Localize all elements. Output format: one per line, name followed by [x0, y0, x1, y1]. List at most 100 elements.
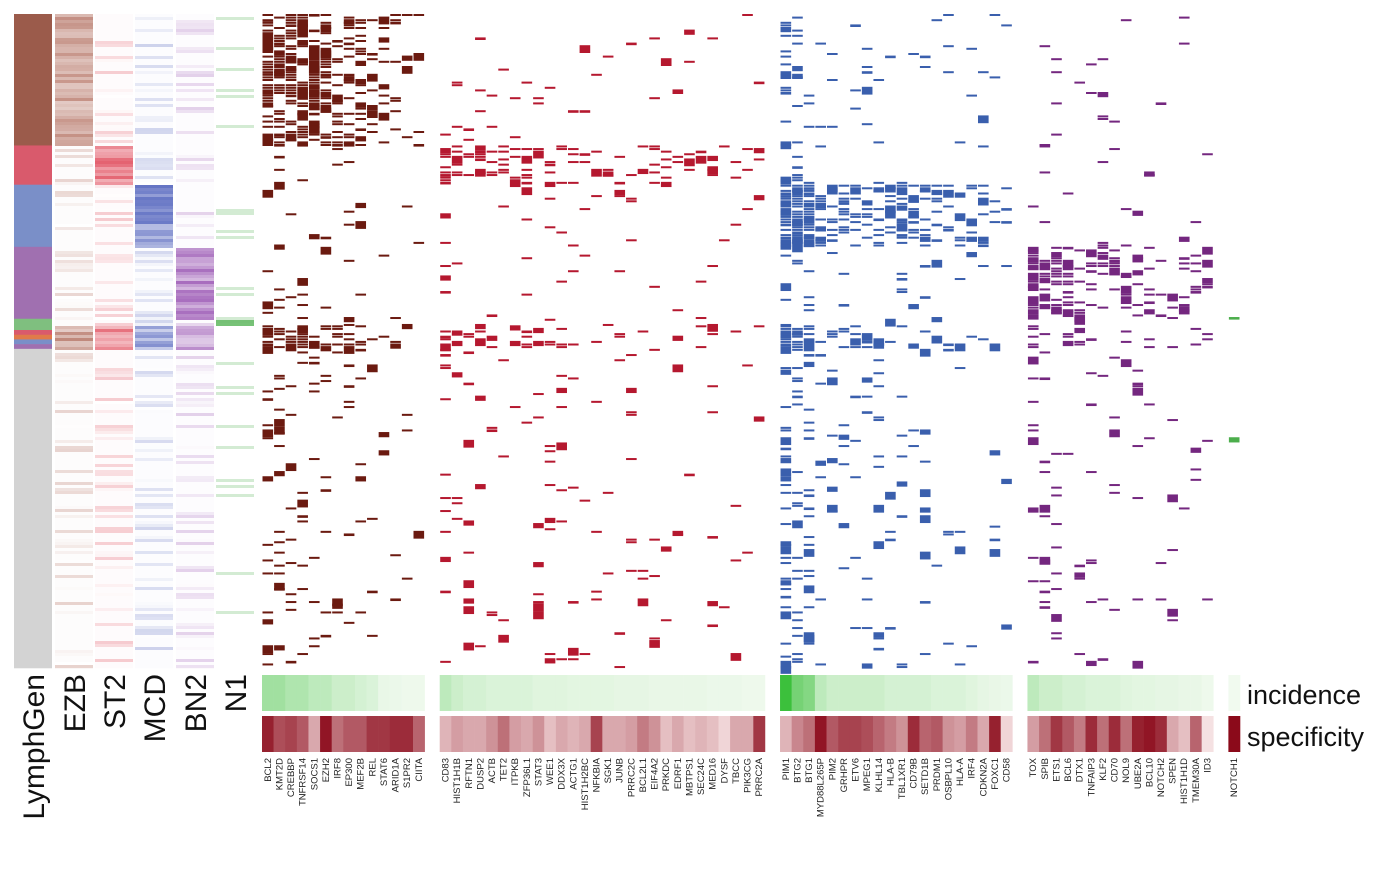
incidence-cell-myd88l265p: [814, 675, 827, 711]
mutation-grhpr: [838, 523, 850, 529]
score-ezb-stripe: [55, 197, 93, 201]
mutation-klf2: [1097, 262, 1109, 265]
mutation-bcl2: [262, 99, 274, 102]
mutation-rftn1: [463, 128, 475, 131]
mutation-tnfaip3: [1086, 471, 1097, 474]
mutation-cd83: [440, 590, 451, 594]
mutation-wee1: [544, 197, 556, 200]
mutation-mef2b: [355, 221, 367, 229]
score-bn2-stripe: [176, 485, 214, 489]
mutation-mef2b: [355, 47, 367, 50]
mutation-spib: [1039, 504, 1051, 513]
score-mcd-stripe: [135, 245, 173, 249]
mutation-dtx1: [1074, 653, 1086, 656]
score-ezb-stripe: [55, 278, 93, 282]
score-n1-stripe: [216, 527, 254, 531]
mutation-btg2: [792, 231, 803, 235]
mutation-klf2: [1097, 92, 1109, 98]
mutation-tmem30a: [1190, 343, 1202, 346]
score-n1-stripe: [216, 296, 254, 300]
score-n1-stripe: [216, 164, 254, 168]
mutation-btg2: [792, 569, 803, 572]
incidence-cell-irf8: [331, 675, 344, 711]
mutation-btg2: [792, 340, 803, 343]
mutation-stat3: [533, 611, 544, 620]
mutation-bcl2: [262, 653, 274, 656]
annotation-label-ezb: EZB: [59, 674, 92, 732]
score-bn2-stripe: [176, 218, 214, 222]
score-ezb-stripe: [55, 125, 93, 129]
gene-label-bcl6: BCL6: [1063, 758, 1074, 782]
mutation-btg1: [803, 340, 815, 343]
mutation-dtx1: [1074, 309, 1086, 312]
mutation-kmt2d: [274, 168, 285, 171]
score-n1-stripe: [216, 371, 254, 375]
gene-label-hla-a: HLA-A: [955, 757, 966, 786]
score-n1-stripe: [216, 65, 254, 69]
mutation-med16: [707, 174, 718, 177]
score-ezb-stripe: [55, 584, 93, 588]
mutation-eif4a2: [649, 285, 660, 288]
score-ezb-stripe: [55, 437, 93, 441]
score-st2-stripe: [95, 554, 133, 558]
mutation-spib: [1039, 293, 1051, 302]
score-n1-stripe: [216, 380, 254, 384]
gene-label-cdkn2a: CDKN2A: [978, 757, 989, 796]
score-bn2-stripe: [176, 377, 214, 381]
gene-label-bcl2l1: BCL2L1: [638, 758, 649, 792]
mutation-setd1b: [919, 515, 931, 524]
score-st2-stripe: [95, 74, 133, 78]
mutation-btg1: [803, 408, 815, 411]
score-mcd-stripe: [135, 446, 173, 450]
mutation-osbpl10: [943, 228, 954, 232]
score-n1-stripe: [216, 269, 254, 273]
mutation-klf2: [1097, 658, 1109, 661]
mutation-s1pr2: [401, 136, 413, 139]
mutation-crebbp: [285, 24, 297, 27]
specificity-cell-setd1b: [919, 716, 932, 752]
mutation-crebbp: [285, 99, 297, 102]
score-n1-stripe: [216, 455, 254, 459]
mutation-tox: [1027, 356, 1039, 365]
score-st2-stripe: [95, 635, 133, 639]
score-ezb-stripe: [55, 383, 93, 387]
score-n1-stripe: [216, 203, 254, 207]
score-bn2-stripe: [176, 68, 214, 72]
mutation-cd79b: [908, 445, 919, 448]
score-n1-stripe: [216, 206, 254, 210]
score-mcd-stripe: [135, 275, 173, 279]
score-mcd-stripe: [135, 41, 173, 45]
mutation-btg2: [792, 197, 803, 200]
score-mcd-stripe: [135, 32, 173, 36]
mutation-spib: [1039, 377, 1051, 381]
mutation-grhpr: [838, 213, 850, 216]
score-ezb-stripe: [55, 602, 93, 606]
mutation-cd83: [440, 556, 451, 563]
score-st2-stripe: [95, 386, 133, 390]
mutation-socs1: [308, 131, 320, 134]
mutation-cdkn2a: [977, 184, 989, 187]
mutation-sgk1: [602, 572, 614, 575]
mutation-pim1: [780, 447, 792, 451]
score-st2-stripe: [95, 236, 133, 240]
score-mcd-stripe: [135, 410, 173, 414]
score-n1-stripe: [216, 182, 254, 186]
mutation-tox: [1027, 346, 1039, 349]
score-bn2-stripe: [176, 488, 214, 492]
score-n1-stripe: [216, 218, 254, 222]
mutation-arid1a: [390, 598, 401, 602]
specificity-cell-nol9: [1120, 716, 1133, 752]
mutation-myd88l265p: [815, 228, 826, 231]
score-ezb-stripe: [55, 221, 93, 225]
mutation-hla-b: [885, 205, 896, 214]
mutation-irf8: [332, 333, 343, 336]
mutation-stat3: [533, 150, 544, 159]
mutation-btg2: [792, 335, 803, 338]
score-bn2-stripe: [176, 311, 214, 315]
score-n1-stripe: [216, 89, 254, 93]
mutation-crebbp: [285, 19, 297, 22]
mutation-cd83: [440, 265, 451, 268]
score-n1-stripe: [216, 449, 254, 453]
score-n1-stripe: [216, 137, 254, 141]
score-ezb-stripe: [55, 287, 93, 291]
